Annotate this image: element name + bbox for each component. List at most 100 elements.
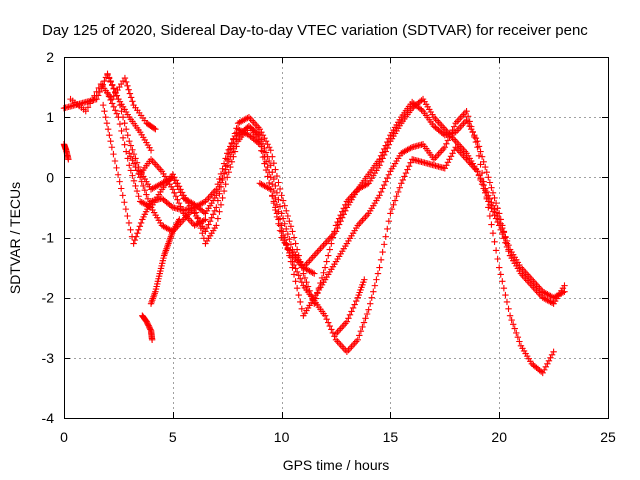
data-point bbox=[65, 156, 72, 163]
data-point bbox=[116, 178, 123, 185]
data-point bbox=[544, 360, 551, 368]
data-point bbox=[496, 222, 503, 229]
data-point bbox=[202, 216, 209, 223]
data-point bbox=[150, 125, 158, 132]
data-point bbox=[398, 180, 405, 187]
data-point bbox=[300, 270, 307, 277]
data-point bbox=[231, 132, 239, 140]
data-point bbox=[335, 215, 343, 222]
data-point bbox=[376, 192, 383, 199]
data-point bbox=[265, 179, 273, 187]
data-point bbox=[169, 186, 176, 193]
data-point bbox=[509, 321, 517, 328]
data-point bbox=[220, 187, 228, 195]
data-point bbox=[360, 319, 368, 326]
data-point bbox=[491, 211, 498, 219]
data-point bbox=[443, 140, 450, 148]
data-point bbox=[278, 192, 285, 199]
data-point bbox=[106, 132, 113, 139]
x-axis-title: GPS time / hours bbox=[283, 457, 390, 473]
x-tick-label: 15 bbox=[383, 429, 399, 445]
data-point bbox=[354, 336, 361, 343]
data-point bbox=[547, 354, 554, 362]
data-point bbox=[293, 246, 301, 253]
data-point bbox=[298, 278, 306, 286]
data-point bbox=[171, 174, 178, 181]
data-point bbox=[393, 193, 400, 200]
data-point bbox=[477, 148, 484, 155]
data-point bbox=[511, 325, 518, 332]
data-point bbox=[135, 226, 142, 233]
data-point bbox=[281, 202, 288, 209]
data-point bbox=[492, 215, 500, 222]
data-point bbox=[124, 212, 131, 220]
data-point bbox=[178, 189, 186, 196]
data-point bbox=[449, 150, 456, 157]
data-point bbox=[228, 139, 236, 147]
series-track-5 bbox=[126, 107, 557, 377]
data-point bbox=[278, 228, 285, 235]
data-point bbox=[130, 240, 137, 247]
data-point bbox=[376, 264, 383, 271]
data-point bbox=[385, 135, 393, 142]
data-point bbox=[486, 179, 494, 186]
data-point bbox=[111, 157, 119, 165]
data-point bbox=[343, 318, 351, 325]
data-point bbox=[275, 220, 282, 227]
data-point bbox=[342, 201, 349, 209]
data-point bbox=[276, 185, 284, 193]
data-point bbox=[373, 276, 380, 283]
data-point bbox=[348, 308, 355, 315]
data-point bbox=[230, 153, 237, 160]
data-point bbox=[286, 236, 293, 243]
data-point bbox=[244, 114, 251, 122]
data-point bbox=[441, 144, 448, 151]
data-point bbox=[475, 172, 483, 179]
data-point bbox=[270, 199, 278, 207]
data-point bbox=[469, 128, 476, 135]
data-point bbox=[231, 148, 239, 155]
data-point bbox=[199, 230, 206, 237]
data-point bbox=[176, 216, 183, 223]
data-point bbox=[194, 214, 201, 221]
data-point bbox=[129, 146, 136, 154]
data-point bbox=[514, 334, 522, 341]
data-point bbox=[404, 166, 411, 173]
data-point bbox=[175, 199, 183, 207]
data-point bbox=[272, 166, 279, 173]
data-point bbox=[152, 126, 159, 133]
data-point bbox=[311, 270, 318, 277]
data-point bbox=[346, 311, 354, 319]
data-point bbox=[444, 159, 452, 166]
series-track-12 bbox=[136, 156, 209, 229]
data-point bbox=[259, 153, 267, 161]
data-point bbox=[471, 133, 478, 141]
data-point bbox=[200, 208, 208, 216]
data-point bbox=[488, 205, 495, 212]
data-point bbox=[261, 135, 268, 142]
data-point bbox=[130, 177, 138, 184]
x-tick-label: 10 bbox=[274, 429, 290, 445]
data-point bbox=[541, 366, 548, 374]
data-point bbox=[108, 82, 116, 89]
data-point bbox=[323, 315, 330, 323]
data-point bbox=[147, 147, 155, 154]
data-point bbox=[376, 156, 383, 163]
data-point bbox=[477, 161, 484, 168]
data-point bbox=[178, 206, 186, 214]
data-point bbox=[323, 258, 330, 265]
data-point bbox=[488, 184, 495, 191]
x-tick-label: 0 bbox=[60, 429, 68, 445]
data-point bbox=[325, 319, 332, 326]
data-point bbox=[449, 126, 456, 134]
data-point bbox=[363, 310, 371, 318]
data-point bbox=[377, 188, 385, 196]
data-point bbox=[499, 230, 506, 238]
data-point bbox=[506, 252, 514, 259]
data-point bbox=[114, 171, 122, 178]
y-tick-label: -1 bbox=[42, 230, 55, 246]
data-point bbox=[270, 159, 278, 167]
data-point bbox=[219, 165, 226, 172]
data-point bbox=[264, 163, 271, 171]
